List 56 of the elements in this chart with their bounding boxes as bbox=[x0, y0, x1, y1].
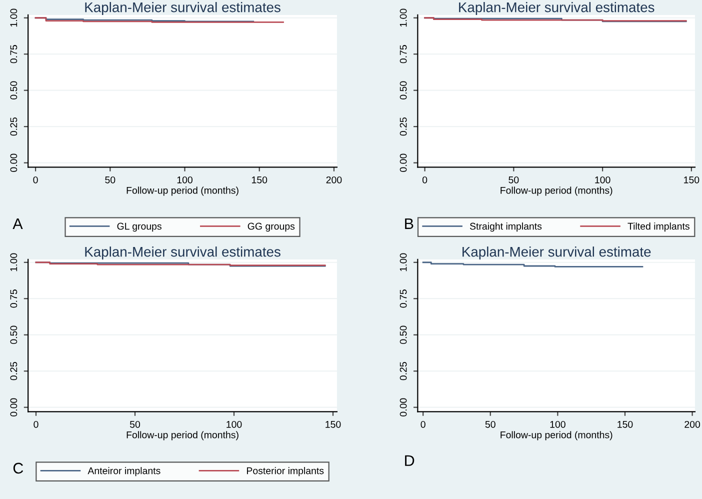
chart-title: Kaplan-Meier survival estimate bbox=[462, 246, 651, 260]
legend-label: Tilted implants bbox=[628, 222, 690, 232]
chart-title: Kaplan-Meier survival estimates bbox=[85, 246, 280, 260]
legend-label: Straight implants bbox=[470, 222, 542, 232]
x-tick-label: 200 bbox=[326, 176, 342, 184]
x-tick-label: 50 bbox=[485, 420, 496, 428]
y-tick-label: 0.25 bbox=[10, 118, 18, 136]
x-tick-label: 100 bbox=[550, 420, 566, 428]
text: A bbox=[12, 218, 23, 229]
x-tick-label: 50 bbox=[508, 176, 519, 184]
text: B bbox=[405, 218, 414, 229]
x-tick-label: 150 bbox=[252, 176, 268, 184]
chart-title: Kaplan-Meier survival estimates bbox=[459, 2, 654, 15]
y-tick-label: 0.75 bbox=[400, 290, 407, 308]
y-tick-label: 0.25 bbox=[10, 362, 18, 380]
y-tick-label: 0.50 bbox=[400, 81, 407, 100]
y-tick-label: 0.00 bbox=[400, 154, 407, 172]
y-tick-label: 0.50 bbox=[10, 326, 18, 344]
y-tick-label: 0.00 bbox=[10, 398, 18, 416]
x-tick-label: 100 bbox=[226, 420, 242, 428]
y-tick-label: 1.00 bbox=[10, 8, 18, 27]
x-tick-label: 50 bbox=[130, 420, 140, 428]
x-tick-label: 150 bbox=[326, 420, 341, 428]
x-axis-title: Follow-up period (months) bbox=[126, 431, 238, 440]
x-axis-title: Follow-up period (months) bbox=[500, 186, 612, 196]
y-tick-label: 0.25 bbox=[400, 118, 407, 136]
legend-label: GG groups bbox=[248, 222, 295, 232]
y-tick-label: 1.00 bbox=[400, 8, 407, 27]
y-tick-label: 0.75 bbox=[10, 45, 18, 64]
x-tick-label: 0 bbox=[33, 176, 38, 184]
x-tick-label: 150 bbox=[618, 420, 633, 428]
x-axis-title: Follow-up period (months) bbox=[126, 186, 238, 196]
x-tick-label: 0 bbox=[422, 176, 428, 184]
x-tick-label: 100 bbox=[595, 176, 610, 184]
x-tick-label: 0 bbox=[34, 420, 38, 428]
y-tick-label: 0.75 bbox=[400, 45, 407, 64]
text: D bbox=[405, 455, 414, 466]
y-tick-label: 0.00 bbox=[400, 398, 407, 416]
y-tick-label: 1.00 bbox=[10, 253, 18, 272]
y-tick-label: 0.00 bbox=[10, 154, 18, 172]
legend-label: Posterior implants bbox=[247, 467, 324, 476]
x-tick-label: 0 bbox=[420, 420, 426, 428]
legend-label: Anteiror implants bbox=[88, 467, 160, 476]
text: C bbox=[13, 462, 24, 474]
y-tick-label: 0.25 bbox=[400, 362, 407, 380]
chart-title: Kaplan-Meier survival estimates bbox=[85, 2, 280, 15]
x-tick-label: 150 bbox=[684, 176, 700, 184]
x-axis-title: Follow-up period (months) bbox=[500, 431, 612, 440]
y-tick-label: 1.00 bbox=[400, 253, 407, 272]
legend-label: GL groups bbox=[117, 222, 162, 232]
x-tick-label: 50 bbox=[105, 176, 116, 184]
y-tick-label: 0.50 bbox=[10, 81, 18, 100]
y-tick-label: 0.75 bbox=[10, 290, 18, 308]
x-tick-label: 100 bbox=[177, 176, 192, 184]
y-tick-label: 0.50 bbox=[400, 326, 407, 344]
x-tick-label: 200 bbox=[684, 420, 700, 428]
